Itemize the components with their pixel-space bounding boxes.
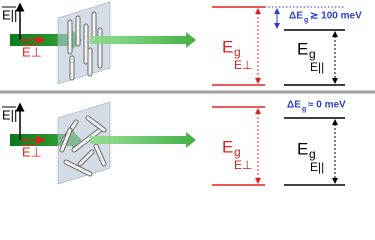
field-parallel-label: E|| (2, 7, 17, 22)
delta-sub: g (302, 106, 306, 113)
delta-prefix: ΔE (287, 100, 301, 111)
gap-perp-symbol: E (222, 37, 233, 56)
rod (60, 128, 72, 152)
rod (64, 160, 92, 176)
delta-prefix: ΔE (289, 11, 303, 22)
gap-parallel-sub: g (309, 47, 316, 61)
field-perp-label: E⊥ (22, 144, 42, 159)
gap-perp-sub: g (234, 145, 241, 159)
gap-perp-subsub: E⊥ (234, 158, 252, 172)
beam-out (90, 132, 196, 148)
field-perp-label: E⊥ (22, 44, 42, 59)
rod (78, 150, 94, 166)
rod (72, 128, 102, 152)
beam-out (90, 32, 196, 48)
rod (86, 116, 106, 132)
field-parallel-label: E|| (2, 107, 17, 122)
gap-perp-subsub: E⊥ (234, 58, 252, 72)
delta-relation: ≈ 0 meV (308, 100, 346, 111)
gap-perp-sub: g (234, 45, 241, 59)
rod (94, 144, 106, 166)
gap-parallel-symbol: E (297, 39, 308, 58)
delta-sub: g (304, 17, 308, 24)
gap-perp-symbol: E (222, 137, 233, 156)
gap-parallel-subsub: E|| (310, 160, 324, 174)
delta-relation: ≳ 100 meV (310, 11, 362, 22)
gap-parallel-symbol: E (297, 139, 308, 158)
gap-parallel-sub: g (309, 147, 316, 161)
gap-parallel-subsub: E|| (310, 60, 324, 74)
